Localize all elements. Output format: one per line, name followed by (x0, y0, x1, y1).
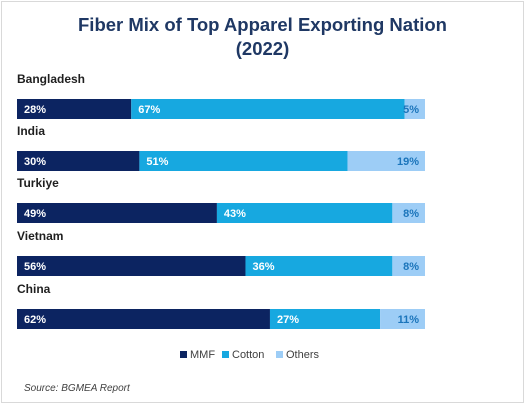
data-label-india-mmf: 30% (24, 156, 46, 168)
bar-china-mmf (17, 309, 270, 329)
data-label-india-cotton: 51% (146, 156, 168, 168)
data-label-vietnam-cotton: 36% (252, 261, 274, 273)
bar-china-others (380, 309, 425, 329)
data-label-turkiye-others: 8% (403, 208, 419, 220)
bar-vietnam-others (392, 256, 425, 276)
bar-turkiye-cotton (216, 203, 393, 223)
data-label-turkiye-mmf: 49% (24, 208, 46, 220)
legend-label-others: Others (286, 349, 320, 361)
bar-china-cotton (269, 309, 381, 329)
data-label-india-others: 19% (397, 156, 419, 168)
category-label-turkiye: Turkiye (17, 176, 59, 190)
bar-india-others (347, 151, 425, 171)
data-label-bangladesh-mmf: 28% (24, 104, 46, 116)
legend-label-cotton: Cotton (232, 349, 264, 361)
data-label-vietnam-others: 8% (403, 261, 419, 273)
data-label-china-mmf: 62% (24, 314, 46, 326)
bar-turkiye-others (392, 203, 425, 223)
data-label-china-others: 11% (398, 314, 420, 326)
category-label-china: China (17, 282, 51, 296)
bar-bangladesh-others (404, 99, 425, 119)
data-label-bangladesh-others: 5% (403, 104, 419, 116)
chart-title-line-1: Fiber Mix of Top Apparel Exporting Natio… (78, 14, 447, 35)
legend-label-mmf: MMF (190, 349, 215, 361)
chart-title: Fiber Mix of Top Apparel Exporting Natio… (2, 13, 523, 61)
bar-vietnam-mmf (17, 256, 246, 276)
chart-source-note: Source: BGMEA Report (24, 383, 130, 394)
category-label-india: India (17, 124, 45, 138)
data-label-bangladesh-cotton: 67% (138, 104, 160, 116)
bar-india-cotton (139, 151, 348, 171)
bar-india-mmf (17, 151, 140, 171)
category-label-vietnam: Vietnam (17, 229, 63, 243)
bar-bangladesh-mmf (17, 99, 132, 119)
legend-swatch-mmf (180, 351, 187, 358)
legend-swatch-cotton (222, 351, 229, 358)
legend-swatch-others (276, 351, 283, 358)
bar-turkiye-mmf (17, 203, 217, 223)
bar-bangladesh-cotton (131, 99, 405, 119)
chart-title-line-2: (2022) (235, 38, 290, 59)
data-label-turkiye-cotton: 43% (224, 208, 246, 220)
category-label-bangladesh: Bangladesh (17, 72, 85, 86)
data-label-vietnam-mmf: 56% (24, 261, 46, 273)
data-label-china-cotton: 27% (277, 314, 299, 326)
bar-vietnam-cotton (245, 256, 393, 276)
